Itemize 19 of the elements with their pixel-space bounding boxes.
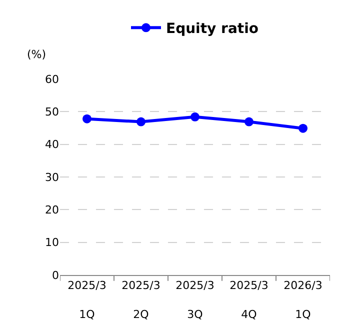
- y-tick-label: 10: [45, 236, 59, 250]
- y-tick-label: 0: [52, 268, 59, 282]
- category-label: 2025/3 4Q: [230, 279, 268, 321]
- legend-label: Equity ratio: [166, 21, 259, 38]
- y-tick-label: 50: [45, 106, 59, 119]
- point: [136, 117, 146, 126]
- point: [298, 124, 308, 133]
- y-tick-label: 20: [45, 204, 59, 217]
- category-label: 2026/3 1Q: [284, 279, 322, 321]
- point: [82, 114, 92, 124]
- category-label: 2025/3 3Q: [176, 279, 214, 321]
- y-tick-label: 40: [45, 138, 59, 152]
- category-label: 2025/3 2Q: [122, 279, 160, 321]
- y-tick-label: 30: [45, 170, 59, 184]
- y-axis-title: (%): [27, 48, 46, 61]
- point: [190, 112, 200, 122]
- category-label: 2025/3 1Q: [68, 279, 106, 321]
- point: [244, 117, 254, 126]
- y-tick-label: 60: [45, 72, 59, 86]
